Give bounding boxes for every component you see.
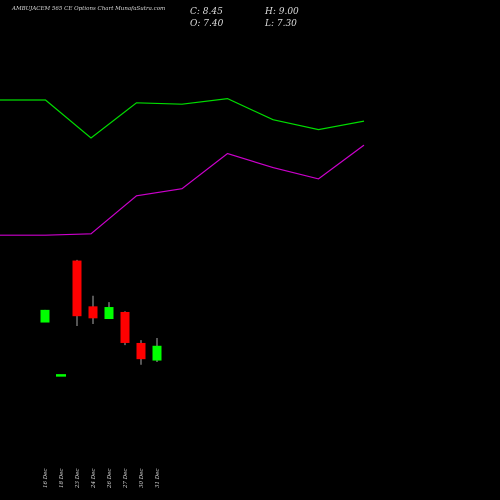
high-text: H: 9.00	[264, 7, 299, 17]
candle-body	[72, 260, 82, 317]
x-tick-label: 18 Dec	[59, 469, 65, 489]
x-tick-label: 27 Dec	[123, 469, 129, 490]
indicator-line	[0, 97, 365, 139]
x-tick-label: 31 Dec	[155, 469, 161, 489]
low-text: L: 7.30	[264, 19, 297, 29]
x-tick-label: 30 Dec	[139, 469, 145, 489]
candle-body	[152, 345, 162, 361]
x-tick-label: 16 Dec	[43, 469, 49, 489]
x-tick-label: 26 Dec	[107, 469, 113, 490]
candle-body	[104, 307, 114, 320]
candle-body	[56, 374, 66, 377]
open-text: O: 7.40	[190, 19, 224, 29]
close-text: C: 8.45	[190, 7, 223, 17]
candle-body	[88, 306, 98, 319]
x-tick-label: 24 Dec	[91, 469, 97, 490]
chart-title: AMBUJACEM 565 CE Options Chart MunafaSut…	[11, 6, 165, 12]
candle-body	[120, 311, 130, 343]
indicator-line	[0, 144, 365, 236]
candle-body	[136, 342, 146, 360]
candle-body	[40, 309, 50, 323]
x-tick-label: 23 Dec	[75, 469, 81, 490]
